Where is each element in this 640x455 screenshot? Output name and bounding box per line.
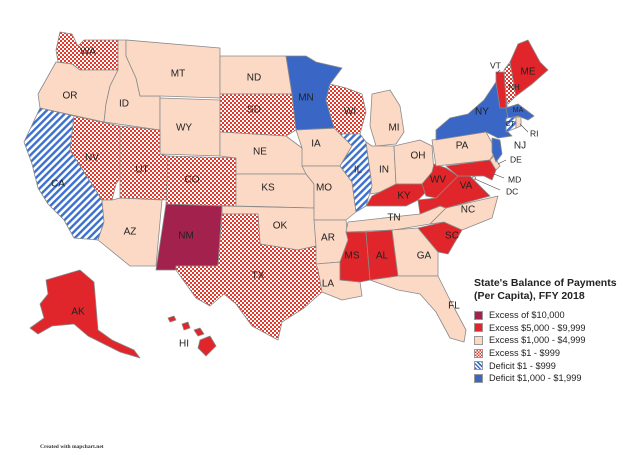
label-id: ID xyxy=(119,99,129,110)
legend-item: Excess $1 - $999 xyxy=(474,347,640,360)
label-in: IN xyxy=(379,165,389,176)
state-ks xyxy=(235,173,315,209)
legend-swatch xyxy=(474,348,483,358)
label-ri: RI xyxy=(530,128,539,138)
legend-rows: Excess of $10,000 Excess $5,000 - $9,999 E… xyxy=(474,309,640,385)
label-ny: NY xyxy=(475,107,489,118)
state-mi xyxy=(369,89,405,147)
label-mi: MI xyxy=(388,123,399,134)
state-nj xyxy=(491,137,503,163)
legend-item: Deficit $1 - $999 xyxy=(474,359,640,372)
legend-label: Excess $5,000 - $9,999 xyxy=(489,322,586,333)
label-az: AZ xyxy=(124,227,137,238)
label-tn: TN xyxy=(387,213,400,224)
label-dc: DC xyxy=(506,186,518,196)
state-ri xyxy=(515,116,522,129)
label-ct: CT xyxy=(505,121,515,128)
label-md: MD xyxy=(508,174,521,184)
label-nc: NC xyxy=(461,205,475,216)
label-oh: OH xyxy=(411,151,426,162)
legend-item: Excess of $10,000 xyxy=(474,309,640,322)
label-mn: MN xyxy=(298,93,314,104)
legend-item: Deficit $1,000 - $1,999 xyxy=(474,372,640,385)
callout-line-vt xyxy=(495,69,501,75)
label-ms: MS xyxy=(345,251,360,262)
label-mo: MO xyxy=(316,183,332,194)
label-ga: GA xyxy=(417,251,432,262)
state-il xyxy=(339,133,373,213)
label-il: IL xyxy=(354,165,363,176)
state-hi xyxy=(167,315,217,357)
label-ok: OK xyxy=(273,221,288,232)
label-wa: WA xyxy=(80,47,96,58)
state-dc xyxy=(471,175,476,180)
state-ak xyxy=(29,269,141,359)
legend-label: Deficit $1 - $999 xyxy=(489,360,556,371)
legend-title: State's Balance of Payments (Per Capita)… xyxy=(474,277,640,303)
label-ma: MA xyxy=(513,107,524,114)
state-tx xyxy=(175,213,323,341)
label-vt: VT xyxy=(490,60,501,70)
label-wi: WI xyxy=(344,107,356,118)
state-me xyxy=(509,39,549,97)
label-sd: SD xyxy=(247,105,261,116)
legend-label: Deficit $1,000 - $1,999 xyxy=(489,373,582,384)
legend-swatch xyxy=(474,310,483,320)
label-la: LA xyxy=(322,279,335,290)
legend-title-line2: (Per Capita), FFY 2018 xyxy=(474,290,585,302)
label-pa: PA xyxy=(456,141,469,152)
label-ky: KY xyxy=(397,191,411,202)
label-ia: IA xyxy=(311,139,321,150)
callout-line-ri xyxy=(519,123,529,133)
label-me: ME xyxy=(521,67,536,78)
label-nd: ND xyxy=(247,73,261,84)
callout-line-dc xyxy=(474,178,501,191)
state-de xyxy=(489,155,501,171)
label-nj: NJ xyxy=(514,141,526,152)
state-sd xyxy=(219,93,297,137)
legend-swatch xyxy=(474,335,483,345)
state-fl xyxy=(369,275,467,343)
label-nm: NM xyxy=(178,231,194,242)
label-nv: NV xyxy=(85,153,99,164)
state-az xyxy=(97,197,163,267)
label-al: AL xyxy=(376,251,389,262)
legend-label: Excess $1,000 - $4,999 xyxy=(489,335,586,346)
label-ks: KS xyxy=(261,183,275,194)
state-co xyxy=(165,155,237,207)
label-ut: UT xyxy=(135,165,148,176)
label-ne: NE xyxy=(253,147,267,158)
label-co: CO xyxy=(185,175,200,186)
legend-swatch xyxy=(474,373,483,383)
label-or: OR xyxy=(63,91,78,102)
label-wv: WV xyxy=(430,175,446,186)
label-sc: SC xyxy=(445,231,459,242)
state-nh xyxy=(503,61,517,105)
legend-swatch xyxy=(474,361,483,371)
legend-label: Excess $1 - $999 xyxy=(489,348,560,359)
legend-label: Excess of $10,000 xyxy=(489,310,565,321)
label-nh: NH xyxy=(508,83,520,92)
callout-line-md xyxy=(493,173,505,179)
label-fl: FL xyxy=(448,301,460,312)
legend: State's Balance of Payments (Per Capita)… xyxy=(474,277,640,385)
legend-item: Excess $1,000 - $4,999 xyxy=(474,334,640,347)
label-mt: MT xyxy=(171,69,185,80)
label-wy: WY xyxy=(176,123,192,134)
label-ca: CA xyxy=(51,179,65,190)
label-de: DE xyxy=(510,154,522,164)
callout-line-de xyxy=(497,159,507,165)
label-va: VA xyxy=(460,181,473,192)
label-hi: HI xyxy=(179,339,189,350)
label-ak: AK xyxy=(71,307,85,318)
legend-title-line1: State's Balance of Payments xyxy=(474,277,617,289)
credit-text: Created with mapchart.net xyxy=(40,444,104,450)
legend-item: Excess $5,000 - $9,999 xyxy=(474,322,640,335)
label-tx: TX xyxy=(252,271,265,282)
state-ga xyxy=(391,227,439,277)
legend-swatch xyxy=(474,323,483,333)
label-ar: AR xyxy=(321,233,335,244)
